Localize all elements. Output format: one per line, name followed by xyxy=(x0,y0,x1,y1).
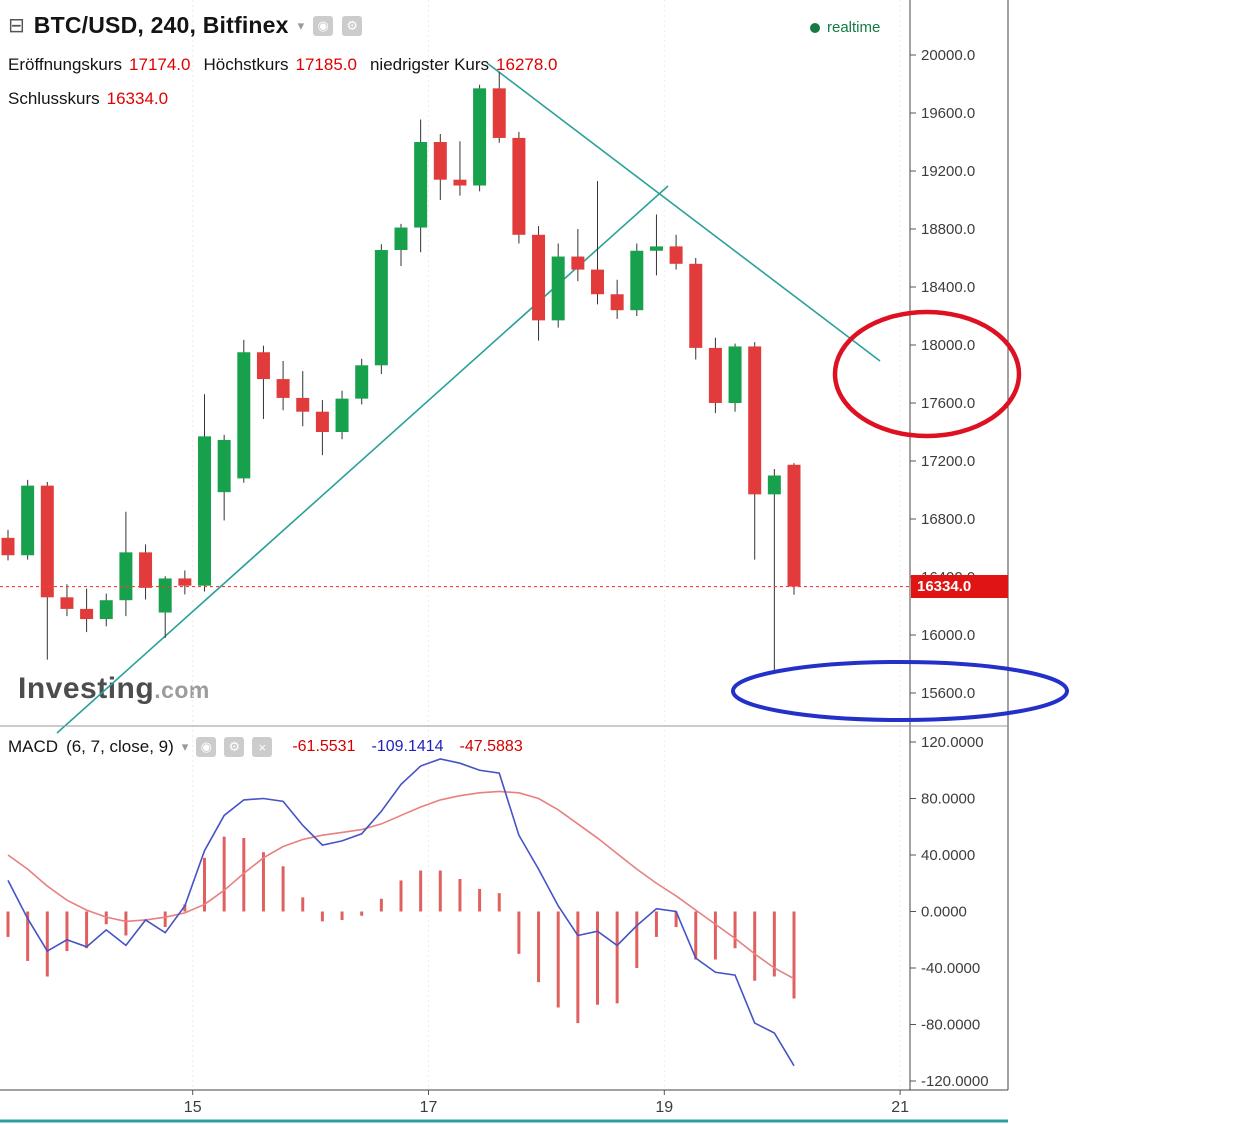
svg-text:18800.0: 18800.0 xyxy=(921,221,975,238)
close-label: Schlusskurs xyxy=(8,89,100,108)
svg-text:15: 15 xyxy=(184,1099,202,1116)
macd-indicator-header: MACD (6, 7, close, 9) ▾ ◉ ⚙ × -61.5531 -… xyxy=(8,737,523,757)
open-value: 17174.0 xyxy=(129,55,191,74)
macd-visibility-eye-icon[interactable]: ◉ xyxy=(196,737,217,757)
svg-text:40.0000: 40.0000 xyxy=(921,847,975,864)
high-label: Höchstkurs xyxy=(203,55,289,74)
ohlc-readout-line1: Eröffnungskurs 17174.0 Höchstkurs 17185.0 ni… xyxy=(8,55,570,75)
svg-text:80.0000: 80.0000 xyxy=(921,791,975,808)
annotations-group xyxy=(731,309,1069,722)
watermark-brand: Investing xyxy=(18,672,155,705)
settings-gear-icon[interactable]: ⚙ xyxy=(342,15,363,36)
realtime-label: realtime xyxy=(827,19,881,36)
svg-text:17600.0: 17600.0 xyxy=(921,395,975,412)
realtime-badge: realtime xyxy=(810,19,880,36)
trendlines-group[interactable] xyxy=(56,62,881,734)
macd-chevron-down-icon[interactable]: ▾ xyxy=(181,739,189,754)
macd-name: MACD xyxy=(8,737,59,756)
low-label: niedrigster Kurs xyxy=(369,55,490,74)
svg-text:0.0000: 0.0000 xyxy=(921,904,967,921)
chevron-down-icon[interactable]: ▾ xyxy=(297,17,305,33)
svg-text:15600.0: 15600.0 xyxy=(921,685,975,702)
svg-text:19200.0: 19200.0 xyxy=(921,163,975,180)
close-value: 16334.0 xyxy=(106,89,169,108)
watermark-tld: .com xyxy=(154,677,210,703)
realtime-dot-icon xyxy=(810,22,820,33)
chart-title: BTC/USD, 240, Bitfinex xyxy=(33,12,289,38)
chart-header: ⊟ BTC/USD, 240, Bitfinex ▾ ◉ ⚙ xyxy=(8,12,363,39)
svg-text:19600.0: 19600.0 xyxy=(921,105,975,122)
collapse-panel-icon[interactable]: ⊟ xyxy=(8,14,25,37)
macd-params: (6, 7, close, 9) xyxy=(66,737,174,756)
macd-values: -61.5531 -109.1414 -47.5883 xyxy=(292,738,522,756)
investing-watermark: Investing.com xyxy=(18,672,210,706)
macd-signal-line xyxy=(7,790,795,980)
gridlines-group xyxy=(192,0,901,1090)
toggle-visibility-eye-icon[interactable]: ◉ xyxy=(313,15,334,36)
svg-text:18000.0: 18000.0 xyxy=(921,337,975,354)
svg-text:16000.0: 16000.0 xyxy=(921,627,975,644)
ohlc-readout-line2: Schlusskurs 16334.0 xyxy=(8,89,181,109)
svg-text:-40.0000: -40.0000 xyxy=(921,960,980,977)
svg-text:20000.0: 20000.0 xyxy=(921,47,975,64)
svg-text:-80.0000: -80.0000 xyxy=(921,1017,980,1034)
candles-group xyxy=(1,71,801,675)
svg-text:21: 21 xyxy=(891,1099,909,1116)
svg-text:19: 19 xyxy=(655,1099,673,1116)
macd-signal-value: -47.5883 xyxy=(459,738,523,755)
macd-group xyxy=(6,758,796,1067)
macd-histogram-value: -61.5531 xyxy=(292,738,356,755)
macd-close-icon[interactable]: × xyxy=(252,737,273,757)
macd-settings-gear-icon[interactable]: ⚙ xyxy=(224,737,245,757)
macd-line-value: -109.1414 xyxy=(371,738,444,755)
current-price-tag: 16334.0 xyxy=(911,574,1008,598)
svg-text:17: 17 xyxy=(420,1099,438,1116)
svg-text:17200.0: 17200.0 xyxy=(921,453,975,470)
svg-text:18400.0: 18400.0 xyxy=(921,279,975,296)
svg-text:16800.0: 16800.0 xyxy=(921,511,975,528)
svg-text:120.0000: 120.0000 xyxy=(921,734,984,751)
open-label: Eröffnungskurs xyxy=(8,55,123,74)
low-value: 16278.0 xyxy=(496,55,558,74)
svg-text:-120.0000: -120.0000 xyxy=(921,1073,989,1090)
macd-main-line xyxy=(7,758,795,1067)
high-value: 17185.0 xyxy=(295,55,357,74)
